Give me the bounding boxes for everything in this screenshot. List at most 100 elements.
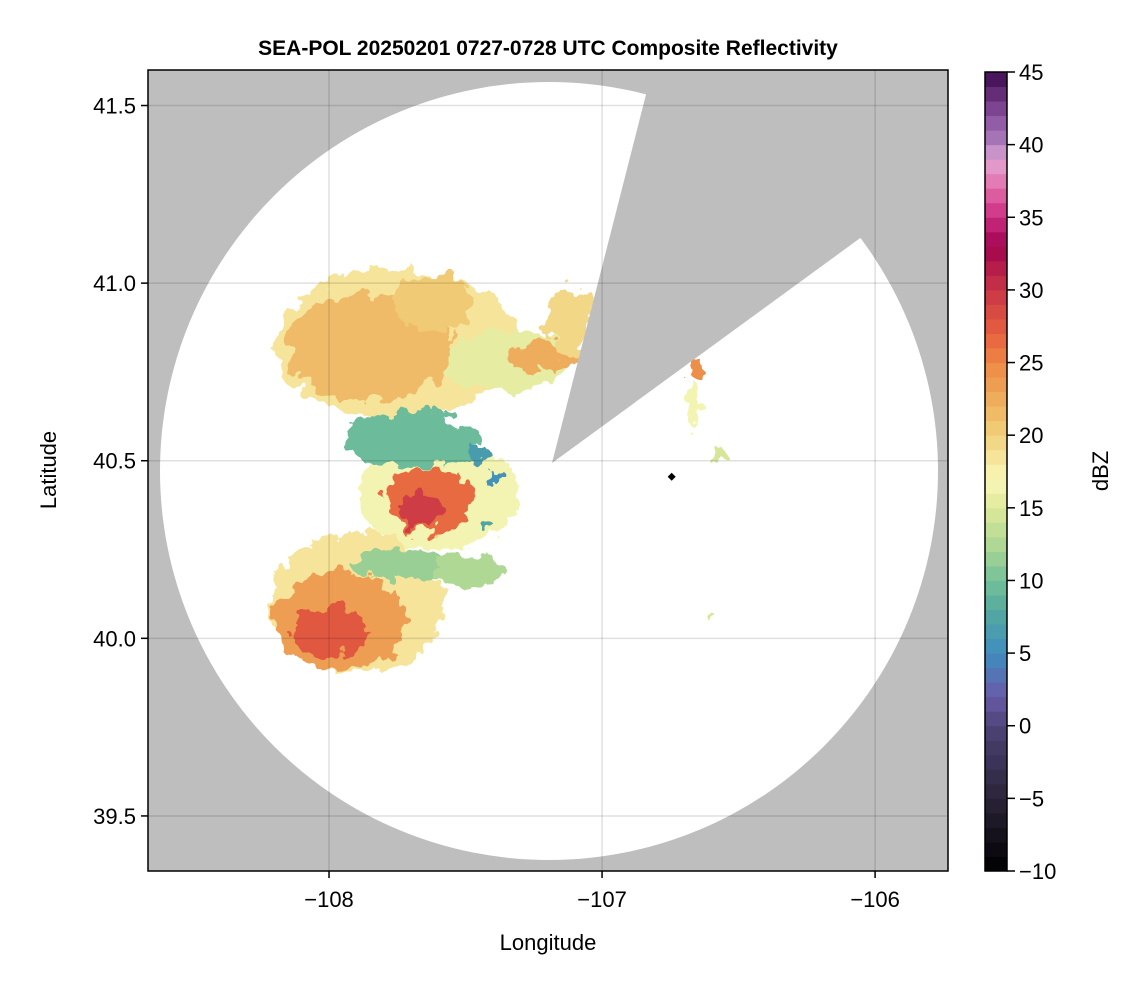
colorbar-band: [985, 362, 1007, 378]
colorbar-band: [985, 798, 1007, 814]
colorbar-band: [985, 377, 1007, 393]
colorbar-band: [985, 812, 1007, 828]
colorbar-tick-label: 45: [1019, 60, 1043, 85]
colorbar-tick-label: 15: [1019, 496, 1043, 521]
echo-cell: [708, 609, 715, 618]
echo-cell: [438, 553, 504, 589]
echo-cell: [487, 471, 499, 486]
colorbar-band: [985, 333, 1007, 349]
colorbar-band: [985, 667, 1007, 683]
echo-cell: [471, 446, 488, 461]
colorbar-tick-label: 40: [1019, 133, 1043, 158]
colorbar-band: [985, 536, 1007, 552]
colorbar-band: [985, 275, 1007, 291]
y-axis-label: Latitude: [36, 431, 61, 509]
colorbar-tick-label: 5: [1019, 641, 1031, 666]
echo-cell: [506, 343, 578, 372]
colorbar-band: [985, 304, 1007, 320]
colorbar-band: [985, 101, 1007, 117]
colorbar-band: [985, 507, 1007, 523]
blocked-sector-mask: [552, 70, 948, 463]
colorbar-tick-label: 20: [1019, 423, 1043, 448]
colorbar-band: [985, 231, 1007, 247]
colorbar-band: [985, 841, 1007, 857]
colorbar-band: [985, 551, 1007, 567]
y-tick-label: 40.5: [93, 449, 136, 474]
colorbar-band: [985, 594, 1007, 611]
x-tick-label: −108: [304, 887, 354, 912]
colorbar-tick-label: 25: [1019, 351, 1043, 376]
chart-title: SEA-POL 20250201 0727-0728 UTC Composite…: [258, 37, 838, 60]
colorbar-band: [985, 144, 1007, 160]
colorbar-tick-label: 0: [1019, 714, 1031, 739]
x-tick-label: −106: [850, 887, 900, 912]
colorbar-band: [985, 711, 1007, 727]
y-axis: 39.5 40.0 40.5 41.0 41.5: [93, 94, 148, 829]
colorbar-band: [985, 406, 1007, 422]
echo-cell: [686, 386, 698, 429]
x-axis: −108 −107 −106: [304, 871, 900, 912]
colorbar-band: [985, 493, 1007, 509]
colorbar-band: [985, 159, 1007, 175]
colorbar-tick-label: −10: [1019, 859, 1056, 884]
echo-cell: [547, 283, 592, 355]
colorbar-band: [985, 348, 1007, 364]
y-tick-label: 41.0: [93, 271, 136, 296]
colorbar-band: [985, 580, 1007, 596]
colorbar-band: [985, 725, 1007, 741]
colorbar-band: [985, 769, 1007, 785]
grid-lines: [148, 70, 948, 871]
colorbar-band: [985, 609, 1007, 625]
colorbar-band: [985, 783, 1007, 799]
colorbar-frame: [984, 71, 1008, 872]
colorbar-band: [985, 420, 1007, 436]
colorbar-band: [985, 391, 1007, 407]
colorbar-band: [985, 173, 1007, 189]
plot-frame: [147, 69, 949, 872]
x-tick-label: −107: [577, 887, 627, 912]
echo-cell: [350, 549, 450, 578]
reflectivity-echoes: [268, 268, 724, 674]
colorbar-band: [985, 260, 1007, 276]
colorbar-band: [985, 696, 1007, 712]
colorbar-band: [985, 188, 1007, 204]
colorbar-band: [985, 478, 1007, 494]
colorbar-band: [985, 740, 1007, 756]
colorbar-band: [985, 130, 1007, 146]
colorbar-label: dBZ: [1088, 451, 1113, 491]
x-axis-label: Longitude: [500, 930, 597, 955]
colorbar-band: [985, 638, 1007, 654]
echo-cell: [686, 357, 704, 380]
colorbar-band: [985, 202, 1007, 218]
colorbar-band: [985, 522, 1007, 538]
colorbar-band: [985, 565, 1007, 581]
colorbar-tick-label: −5: [1019, 786, 1044, 811]
colorbar-band: [985, 318, 1007, 334]
site-marker: [667, 472, 676, 481]
colorbar-band: [985, 624, 1007, 640]
echo-cell: [290, 606, 368, 657]
colorbar-tick-label: 10: [1019, 568, 1043, 593]
colorbar-band: [985, 682, 1007, 698]
colorbar-band: [985, 217, 1007, 233]
colorbar-band: [985, 289, 1007, 305]
echo-cell: [342, 411, 480, 468]
colorbar-band: [985, 653, 1007, 669]
y-tick-label: 40.0: [93, 626, 136, 651]
colorbar-band: [985, 827, 1007, 843]
colorbar-band: [985, 464, 1007, 480]
echo-cell: [391, 272, 474, 330]
colorbar-band: [985, 86, 1007, 102]
colorbar-band: [985, 72, 1007, 88]
y-tick-label: 39.5: [93, 804, 136, 829]
colorbar-band: [985, 246, 1007, 262]
colorbar-band: [985, 115, 1007, 131]
echo-cell: [709, 446, 724, 461]
colorbar-band: [985, 435, 1007, 451]
y-tick-label: 41.5: [93, 94, 136, 119]
colorbar-band: [985, 754, 1007, 770]
echo-cell: [481, 519, 493, 530]
